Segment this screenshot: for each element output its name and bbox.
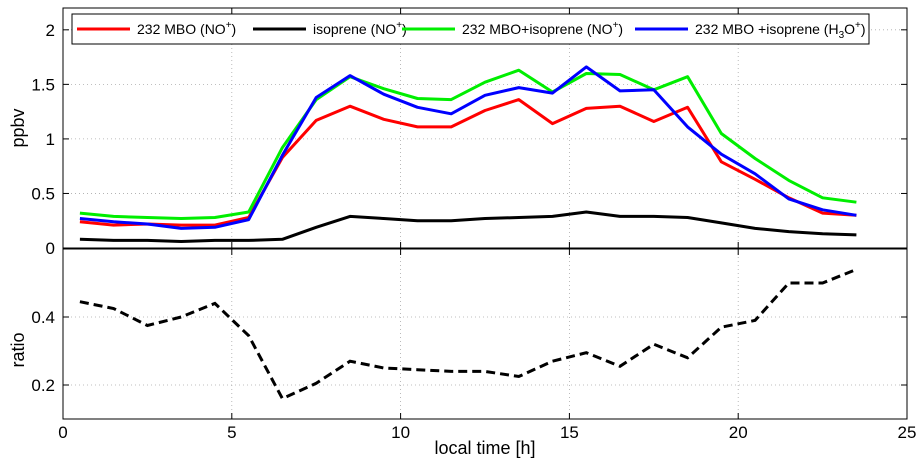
top-y-tick-label: 1 <box>46 130 55 149</box>
legend-label-1: isoprene (NO+) <box>313 20 407 37</box>
bottom-plot-frame <box>62 248 908 420</box>
top-y-axis-label: ppbv <box>8 108 28 147</box>
series-line-2 <box>79 68 857 220</box>
x-axis-label: local time [h] <box>434 438 535 458</box>
x-tick-label: 10 <box>391 423 410 442</box>
top-y-tick-label: 0.5 <box>31 184 55 203</box>
x-tick-label: 0 <box>58 423 67 442</box>
bottom-y-tick-label: 0.4 <box>31 308 55 327</box>
legend-label-3: 232 MBO +isoprene (H3O+) <box>695 20 866 41</box>
bottom-series-lines <box>79 268 857 401</box>
x-tick-label: 25 <box>898 423 917 442</box>
top-plot-area <box>63 8 907 248</box>
bottom-panel: 0 5 10 15 20 25 0.2 0.4 ratio local time [h] <box>8 248 916 458</box>
top-plot-frame <box>62 7 908 249</box>
x-tick-label: 15 <box>560 423 579 442</box>
series-line-1 <box>79 210 857 243</box>
top-series-lines <box>79 65 857 243</box>
top-y-tick-label: 1.5 <box>31 75 55 94</box>
top-panel: 0 0.5 1 1.5 2 ppbv 232 MBO (NO+) isoprene (NO… <box>8 7 908 258</box>
top-y-tick-label: 0 <box>46 239 55 258</box>
legend: 232 MBO (NO+) isoprene (NO+) 232 MBO+isopr… <box>71 13 870 45</box>
legend-label-2: 232 MBO+isoprene (NO+) <box>462 20 623 37</box>
x-tick-label: 5 <box>227 423 236 442</box>
ratio-line <box>79 268 857 401</box>
series-line-3 <box>79 65 857 230</box>
x-tick-label: 20 <box>729 423 748 442</box>
legend-box <box>71 13 870 45</box>
series-line-0 <box>79 98 857 227</box>
top-y-tick-label: 2 <box>46 21 55 40</box>
bottom-plot-area <box>63 249 907 419</box>
legend-label-0: 232 MBO (NO+) <box>137 20 236 37</box>
bottom-y-tick-label: 0.2 <box>31 376 55 395</box>
bottom-grid <box>63 249 907 419</box>
top-ticks: 0 0.5 1 1.5 2 <box>31 8 908 258</box>
bottom-ticks: 0 5 10 15 20 25 0.2 0.4 <box>31 249 916 442</box>
bottom-y-axis-label: ratio <box>8 332 28 367</box>
